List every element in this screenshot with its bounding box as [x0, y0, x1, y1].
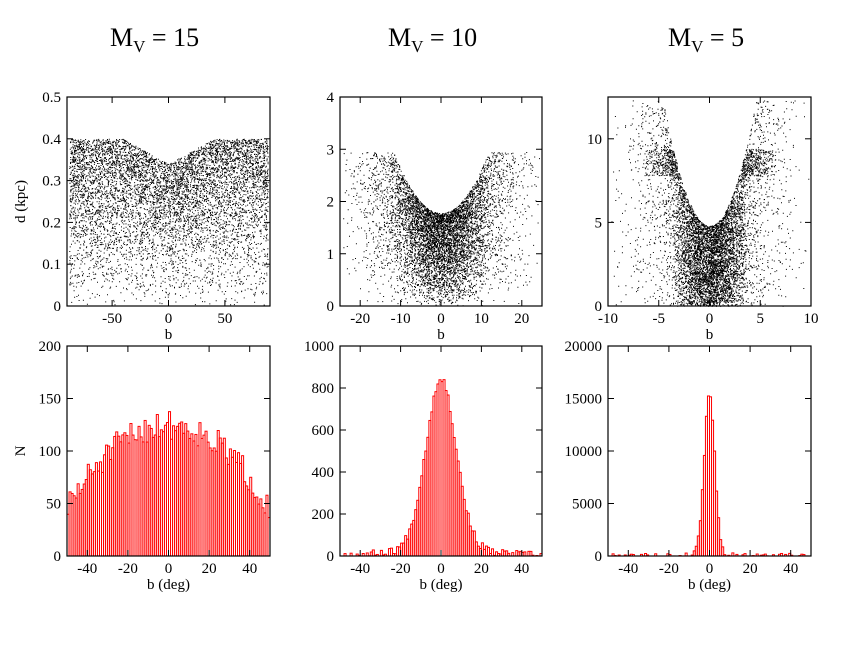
x-tick-label: -10 [598, 311, 618, 327]
panel-top-middle: -20 -10 0 10 20 0 1 2 3 4 b [327, 90, 543, 343]
scatter-points [343, 152, 540, 307]
panel-top-right: -10 -5 0 5 10 0 5 10 b [587, 96, 819, 343]
x-tick-label: -20 [118, 561, 138, 577]
panel-top-left: -50 0 50 0 0.1 0.2 0.3 0.4 0.5 b d (kpc) [13, 90, 271, 343]
y-tick-label: 5000 [572, 497, 602, 513]
x-tick-label: -40 [618, 561, 638, 577]
y-tick-label: 0 [595, 299, 603, 315]
x-tick-label: -20 [659, 561, 679, 577]
x-tick-label: 20 [474, 561, 489, 577]
y-tick-label: 10 [587, 132, 602, 148]
x-tick-label: 10 [474, 311, 489, 327]
x-tick-label: -50 [102, 311, 122, 327]
y-tick-label: 0.4 [42, 132, 61, 148]
x-tick-label: 20 [743, 561, 758, 577]
x-tick-label: 20 [514, 311, 529, 327]
y-tick-label: 4 [327, 90, 335, 106]
y-tick-label: 3 [327, 142, 335, 158]
y-tick-label: 0.3 [42, 174, 61, 190]
x-tick-label: 0 [437, 561, 445, 577]
x-tick-label: 0 [165, 311, 173, 327]
x-axis-label: b (deg) [688, 577, 731, 593]
x-tick-label: 20 [202, 561, 217, 577]
panel-bottom-right: -40 -20 0 20 40 0 5000 10000 15000 20000 b (deg) [565, 339, 812, 593]
panel-bottom-left: -40 -20 0 20 40 0 50 100 150 200 b (deg) N [13, 339, 271, 593]
x-axis-label: b [437, 327, 445, 343]
x-axis-label: b (deg) [147, 577, 190, 593]
y-tick-label: 20000 [565, 339, 603, 355]
y-axis-label: d (kpc) [13, 180, 29, 223]
y-tick-label: 2 [327, 195, 335, 211]
y-tick-label: 600 [312, 423, 335, 439]
y-tick-label: 0 [327, 549, 335, 565]
y-tick-label: 800 [312, 381, 335, 397]
histogram-bar [523, 551, 527, 557]
y-tick-label: 0 [54, 549, 62, 565]
x-tick-label: -40 [350, 561, 370, 577]
y-tick-label: 0.1 [42, 257, 61, 273]
x-axis-label: b [706, 327, 714, 343]
x-axis-label: b [165, 327, 173, 343]
y-tick-label: 200 [39, 339, 62, 355]
y-tick-label: 10000 [565, 444, 603, 460]
x-tick-label: -10 [391, 311, 411, 327]
y-tick-label: 0 [595, 549, 603, 565]
y-tick-label: 200 [312, 507, 335, 523]
x-tick-label: 0 [165, 561, 173, 577]
x-tick-label: -5 [653, 311, 666, 327]
x-tick-label: 40 [514, 561, 529, 577]
y-tick-label: 1 [327, 247, 335, 263]
scatter-points [69, 138, 269, 306]
panel-title-mv5: MV = 5 [668, 23, 745, 56]
panel-title-mv10: MV = 10 [388, 23, 478, 56]
x-tick-label: 40 [242, 561, 257, 577]
y-tick-label: 0.2 [42, 215, 61, 231]
panel-title-mv15: MV = 15 [110, 23, 200, 56]
x-axis-label: b (deg) [420, 577, 463, 593]
x-tick-label: -20 [350, 311, 370, 327]
y-tick-label: 1000 [304, 339, 334, 355]
y-tick-label: 100 [39, 444, 62, 460]
y-tick-label: 0 [54, 299, 62, 315]
x-tick-label: 5 [757, 311, 765, 327]
scatter-points [611, 100, 810, 307]
y-tick-label: 0 [327, 299, 335, 315]
x-tick-label: -40 [77, 561, 97, 577]
x-tick-label: -20 [391, 561, 411, 577]
x-tick-label: 10 [804, 311, 819, 327]
x-tick-label: 40 [783, 561, 798, 577]
x-tick-label: 0 [706, 561, 714, 577]
y-tick-label: 150 [39, 392, 62, 408]
x-tick-label: 0 [706, 311, 714, 327]
y-axis-label: N [13, 445, 29, 456]
y-tick-label: 50 [46, 497, 61, 513]
y-tick-label: 15000 [565, 392, 603, 408]
x-tick-label: 50 [217, 311, 232, 327]
y-tick-label: 0.5 [42, 90, 61, 106]
y-tick-label: 5 [595, 215, 603, 231]
y-tick-label: 400 [312, 465, 335, 481]
x-tick-label: 0 [437, 311, 445, 327]
